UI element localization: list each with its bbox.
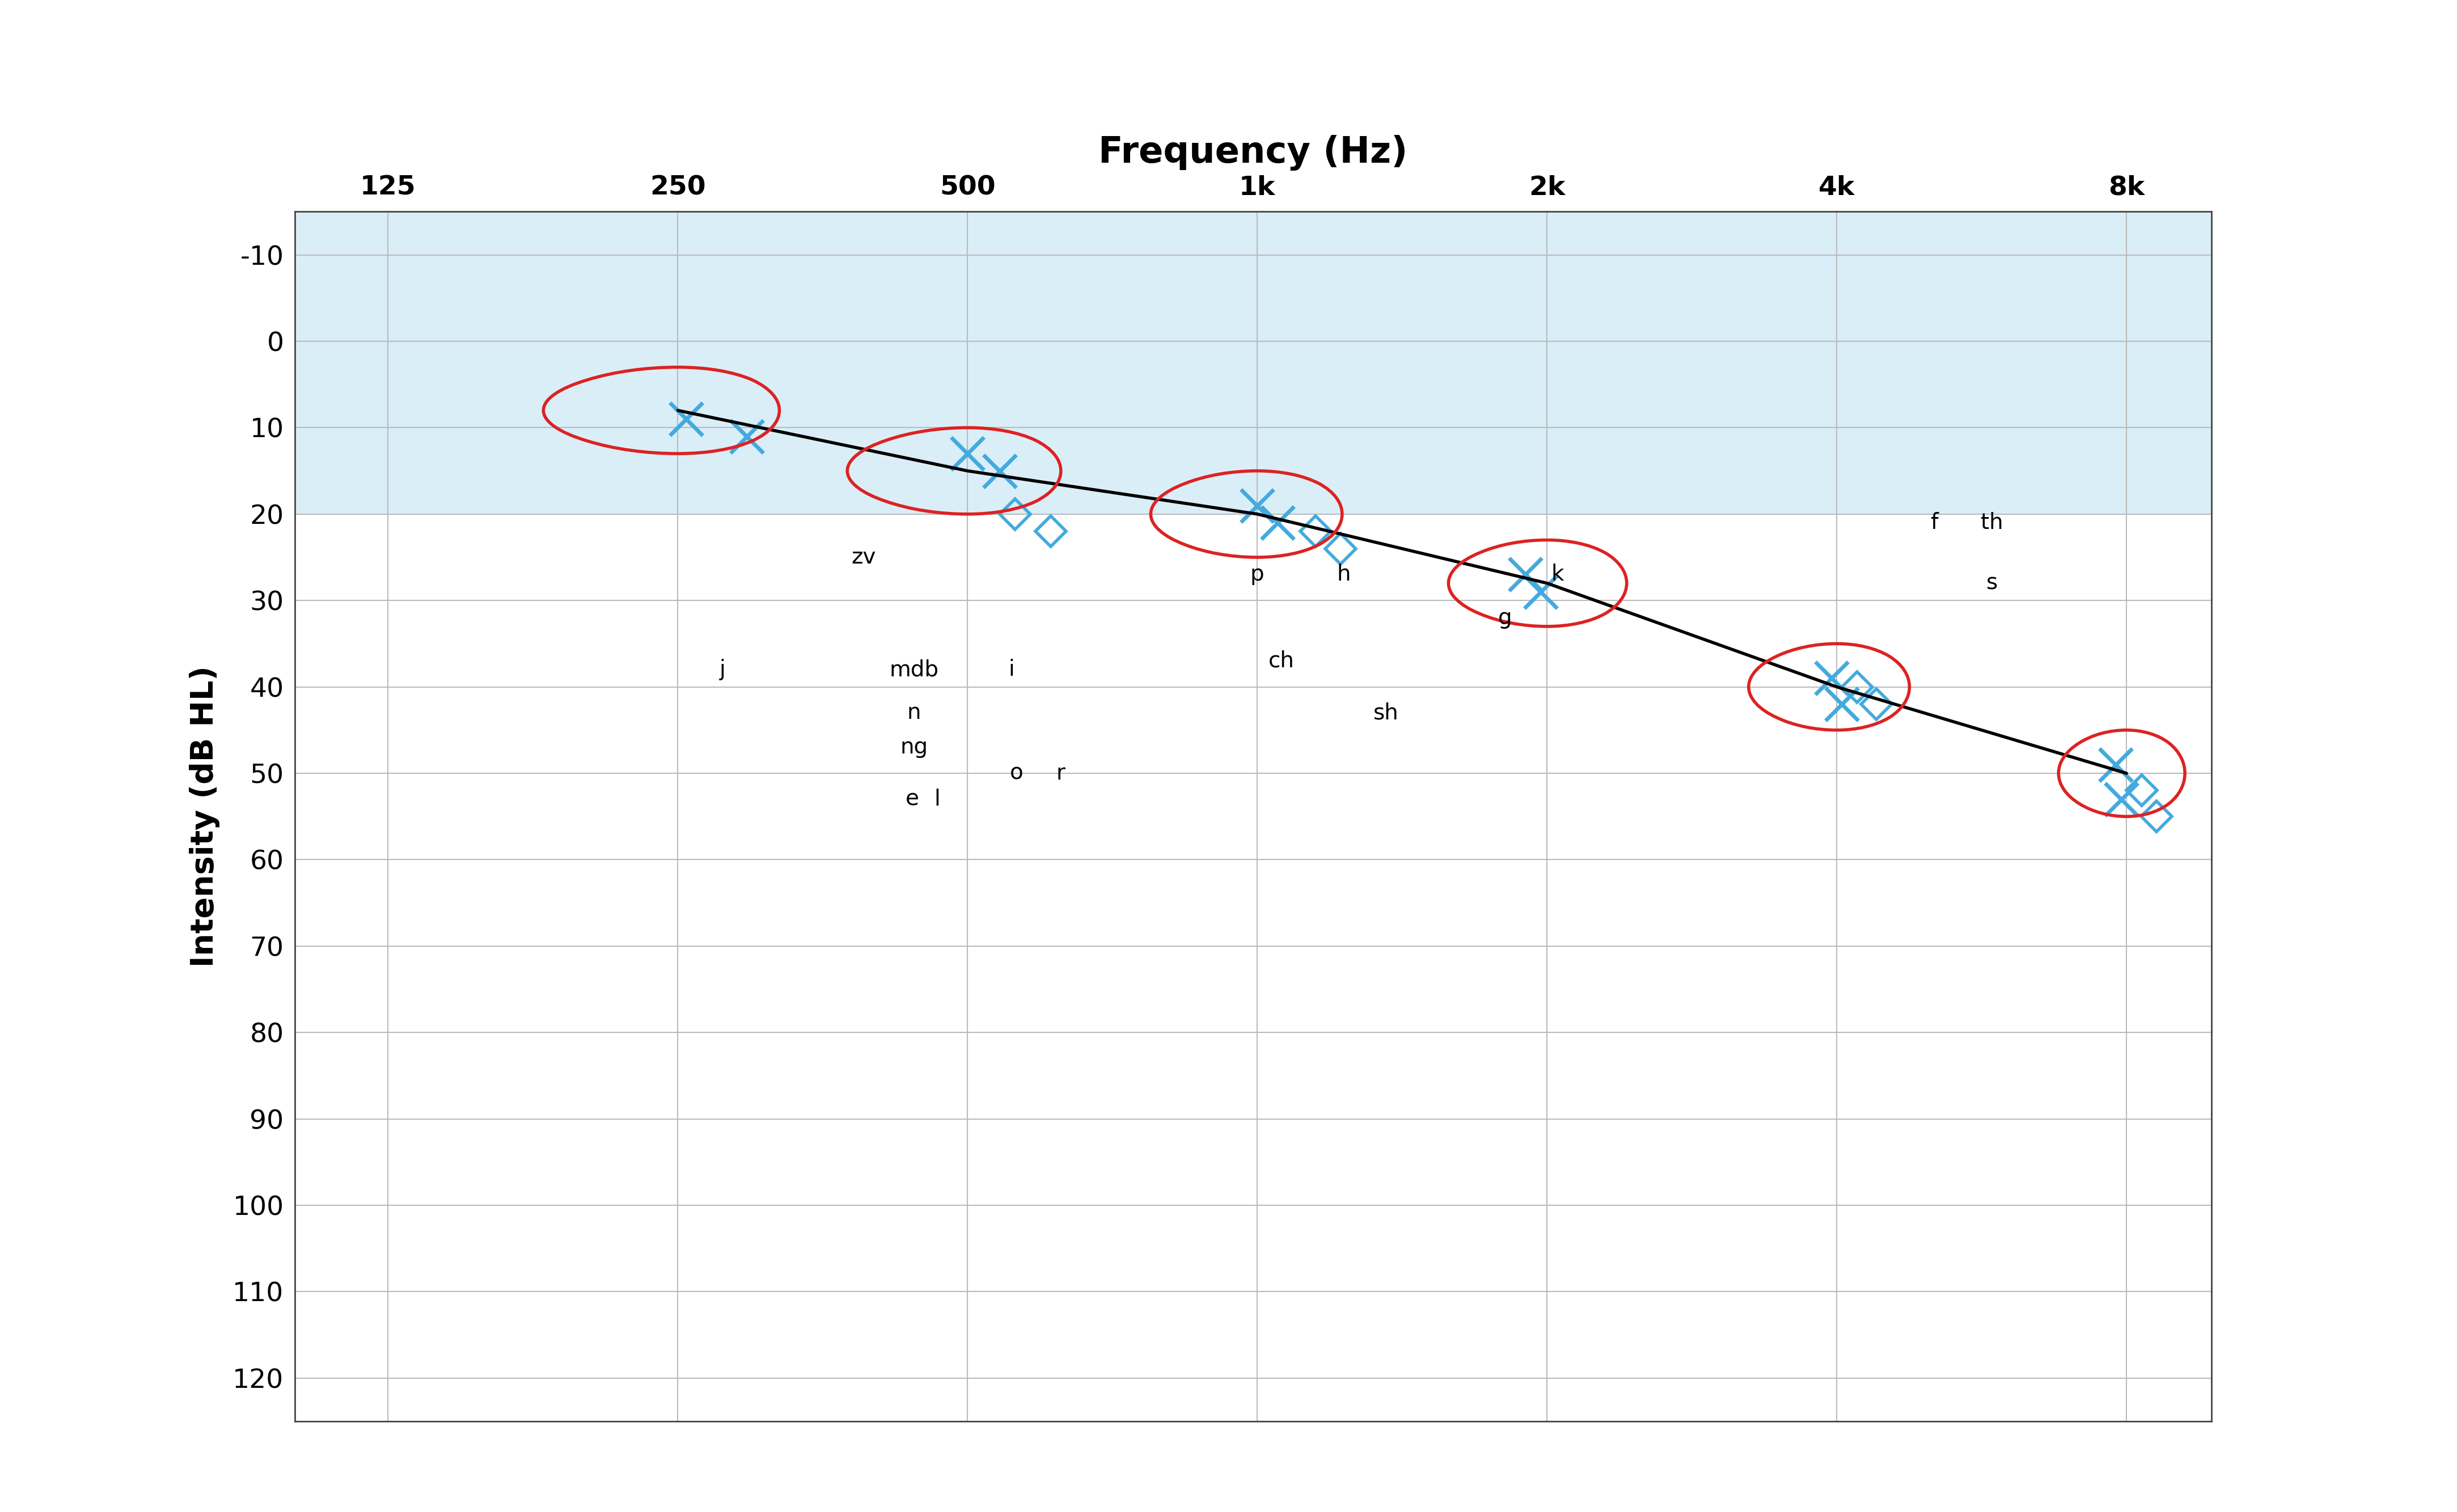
Text: i: i	[1007, 659, 1015, 680]
Text: mdb: mdb	[889, 659, 939, 680]
Text: k: k	[1550, 564, 1563, 585]
Text: f: f	[1931, 513, 1939, 534]
Text: h: h	[1337, 564, 1351, 585]
Text: p: p	[1251, 564, 1265, 585]
Text: th: th	[1980, 513, 2002, 534]
Text: zv: zv	[853, 546, 877, 569]
Text: o: o	[1010, 762, 1022, 785]
Text: s: s	[1985, 573, 1998, 594]
X-axis label: Frequency (Hz): Frequency (Hz)	[1098, 135, 1408, 171]
Text: sh: sh	[1373, 702, 1398, 724]
Text: e: e	[907, 788, 919, 810]
Text: r: r	[1057, 762, 1066, 785]
Y-axis label: Intensity (dB HL): Intensity (dB HL)	[189, 665, 221, 968]
Text: g: g	[1499, 606, 1511, 629]
Text: n: n	[907, 702, 921, 724]
Text: ng: ng	[899, 736, 929, 758]
Text: ch: ch	[1268, 650, 1295, 671]
Text: j: j	[720, 659, 725, 680]
Bar	[295, 212, 2211, 514]
Text: l: l	[934, 788, 941, 810]
